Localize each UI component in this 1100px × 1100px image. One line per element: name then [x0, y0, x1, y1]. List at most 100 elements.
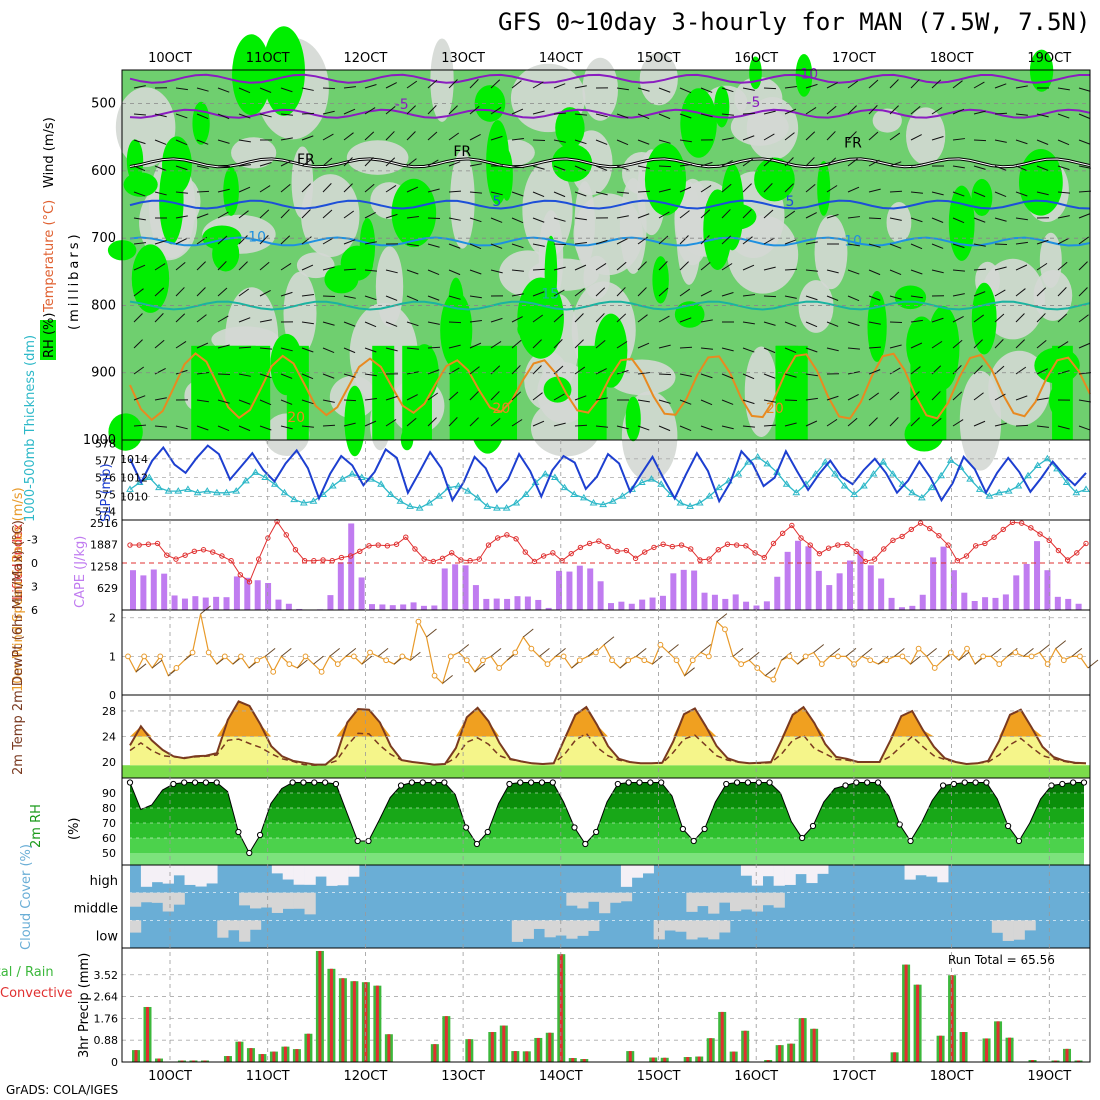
rh-ylabel-unit: (%) [67, 818, 82, 841]
cape-bar [472, 585, 479, 610]
wind-barb [910, 243, 923, 250]
cape-bar [659, 595, 666, 610]
cloud-gap [326, 865, 338, 886]
ylabel-slp: SLP (mb) [99, 463, 114, 522]
wind-barb [826, 185, 838, 193]
wind-barb [931, 317, 944, 323]
rh-moist-column [449, 345, 480, 440]
wind-barb [238, 235, 248, 245]
contour-label: -5 [395, 97, 409, 113]
precip-convective-bar [582, 1059, 586, 1062]
wind-barb [532, 81, 544, 89]
lifted-index-marker [678, 542, 685, 548]
lifted-index-marker [1018, 520, 1025, 526]
wind-barb [889, 243, 902, 249]
cape-bar [576, 565, 583, 610]
wind-barb [490, 243, 503, 249]
wind-barb [637, 236, 649, 245]
wind-barb [1057, 341, 1069, 349]
wind-barb [763, 209, 774, 219]
wind-barb [427, 159, 439, 167]
wind-speed-marker [512, 649, 519, 656]
wind-barb [322, 373, 335, 379]
slp-tick-label: 1010 [120, 490, 148, 503]
wind-barb [679, 210, 690, 219]
cape-bar [410, 602, 417, 610]
wind-barb [990, 647, 1002, 657]
cape-bar [711, 594, 718, 610]
wind-speed-marker [221, 653, 228, 660]
lifted-index-marker [761, 554, 767, 561]
precip-convective-bar [939, 1035, 943, 1062]
thickness-marker [261, 473, 270, 480]
wind-barb [952, 165, 965, 169]
rh-marker [419, 779, 426, 786]
wind-speed-marker [754, 665, 761, 671]
precip-convective-bar [433, 1044, 437, 1062]
wind-barb [931, 269, 944, 274]
wind-barb [742, 321, 755, 325]
isotherm-line [129, 352, 1091, 422]
rh-marker [354, 837, 361, 845]
rh-moist-region [108, 413, 143, 451]
contour-label: 10 [248, 230, 266, 246]
rh-moist-region [262, 26, 305, 116]
thickness-marker [628, 485, 637, 492]
rh-marker [766, 779, 773, 786]
wind-barb [427, 131, 438, 141]
cloud-gap [817, 865, 829, 874]
lifted-index-marker [210, 549, 216, 555]
wind-barb [826, 131, 836, 141]
wind-barb [469, 391, 479, 401]
wind-speed-marker [415, 618, 422, 625]
wind-barb [889, 79, 899, 89]
wind-barb [763, 266, 776, 271]
wind-tick-label: 2 [109, 612, 116, 625]
wind-barb [574, 424, 588, 427]
cape-bar [743, 601, 750, 610]
lifted-index-marker [881, 546, 887, 552]
wind-barb [973, 339, 983, 349]
cape-bar [441, 568, 448, 610]
wind-barb [280, 373, 293, 379]
rh-moist-region [391, 178, 437, 248]
wind-barb [217, 113, 230, 120]
wind-barb [532, 191, 545, 198]
top-date-tick: 19OCT [1027, 51, 1071, 66]
rh-marker [809, 822, 817, 830]
lifted-tick-label: 6 [31, 604, 38, 617]
lifted-index-marker [384, 543, 391, 549]
lifted-index-marker [632, 555, 639, 562]
lifted-index-marker [1028, 525, 1034, 531]
lifted-index-marker [476, 556, 483, 562]
wind-barb [805, 347, 818, 353]
cape-bar [535, 599, 542, 610]
vertical-ylabel-unit: (millibars) [67, 231, 82, 330]
thickness-marker [995, 488, 1003, 496]
thickness-marker [270, 480, 279, 487]
cape-bar [888, 597, 895, 610]
precip-convective-bar [341, 978, 345, 1062]
wind-barb [217, 287, 228, 297]
wind-barb [301, 321, 314, 325]
lifted-index-marker [844, 541, 850, 547]
rh-dry-region [301, 174, 360, 258]
wind-barb [1057, 113, 1070, 119]
top-date-tick: 13OCT [441, 51, 485, 66]
lifted-index-marker [366, 543, 372, 549]
wind-barb [280, 87, 293, 93]
rh-marker [939, 782, 947, 789]
wind-barb [973, 110, 986, 115]
wind-barb [364, 295, 377, 301]
cape-bar [514, 596, 521, 610]
thickness-marker [1062, 478, 1071, 486]
wind-barb [700, 319, 713, 323]
wind-barb [385, 185, 397, 193]
wind-barb [952, 138, 965, 141]
cape-bar [213, 596, 220, 610]
wind-barb [868, 131, 879, 141]
wind-barb [1057, 261, 1068, 271]
wind-barb [442, 675, 453, 684]
rh-dry-region [346, 140, 409, 175]
thickness-marker [1033, 461, 1042, 469]
